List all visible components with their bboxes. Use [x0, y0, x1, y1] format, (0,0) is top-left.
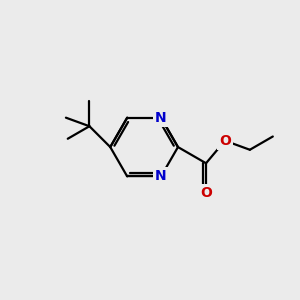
- Text: N: N: [155, 169, 167, 183]
- Text: N: N: [155, 111, 167, 125]
- Text: O: O: [219, 134, 231, 148]
- Text: O: O: [200, 186, 212, 200]
